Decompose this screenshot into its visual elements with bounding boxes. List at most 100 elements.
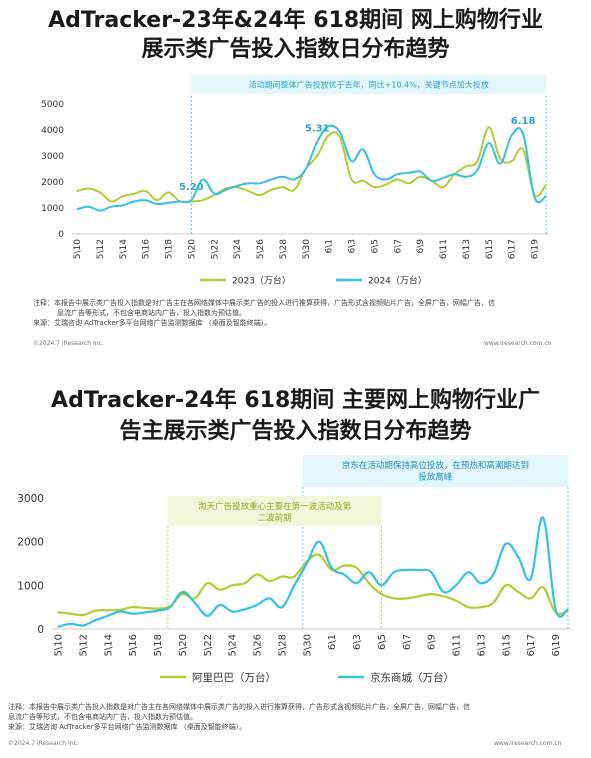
chart2-point	[206, 582, 208, 584]
chart1-y-tick-label: 4000	[41, 126, 64, 136]
chart1-point	[362, 180, 364, 182]
chart2-point	[405, 597, 407, 600]
chart1-point	[419, 176, 421, 178]
chart2-point	[156, 607, 159, 610]
chart2-point	[268, 597, 271, 600]
chart1-point	[442, 177, 444, 179]
chart1-point	[145, 190, 147, 192]
chart2-footer-left: ©2024.7 iResearch Inc.	[8, 740, 79, 747]
chart1-point	[167, 202, 170, 204]
chart1-x-tick-label: 6\5	[370, 239, 380, 253]
chart2-point	[243, 608, 246, 610]
chart2-point	[318, 541, 320, 543]
chart2-series-jd-line	[57, 516, 569, 628]
chart1-point	[385, 184, 387, 186]
chart2-x-tick-label: 6\17	[526, 634, 537, 656]
chart2-point	[331, 567, 333, 569]
chart1-point	[396, 173, 398, 175]
chart2-point	[107, 615, 109, 617]
chart1-point	[522, 148, 524, 151]
chart2-point	[156, 610, 159, 612]
chart2-point	[480, 582, 482, 584]
chart2-callout-green-text: 淘天广告投放重心主要在第一波活动及第二波前期	[198, 501, 352, 523]
chart1-point	[202, 199, 204, 201]
chart2-x-tick-label: 5\20	[178, 634, 189, 656]
chart1-x-tick-label: 5\16	[142, 239, 152, 259]
chart2-x-tick-label: 6\13	[476, 634, 487, 656]
chart1-data-label: 6.18	[511, 116, 536, 127]
chart2-point	[430, 571, 432, 573]
chart2-x-tick-label: 6\11	[452, 634, 463, 656]
chart2-point	[492, 602, 494, 604]
chart1-point	[293, 178, 295, 180]
chart1-x-tick-label: 5\18	[165, 239, 175, 259]
chart2-point	[505, 584, 507, 586]
chart2-point	[194, 602, 196, 604]
chart2-point	[355, 582, 358, 584]
chart2-point	[530, 597, 532, 600]
chart1-point	[442, 186, 444, 188]
chart2-point	[82, 614, 84, 616]
chart1-point	[259, 182, 261, 184]
chart1-point	[282, 186, 284, 188]
chart2-point	[393, 571, 395, 573]
chart2-point	[517, 556, 519, 558]
chart1-x-tick-label: 6\11	[439, 239, 449, 259]
chart1-point	[373, 186, 376, 188]
chart1-title-line1: AdTracker-23年&24年 618期间 网上购物行业	[48, 8, 543, 33]
chart2-point	[368, 582, 370, 584]
chart1-point	[76, 208, 78, 210]
chart2-x-tick-label: 5\22	[203, 634, 214, 656]
chart1-note-line: 来源：艾瑞咨询 AdTracker多平台网络广告监测数据库 （桌面及智能终端）。	[33, 319, 272, 327]
chart2-x-tick-label: 5\14	[103, 634, 114, 656]
chart1-x-tick-label: 5\20	[187, 239, 197, 259]
chart1-point	[488, 126, 490, 128]
chart1-y-tick-label: 2000	[41, 178, 64, 188]
chart2-plot: 京东在活动期保持高位投放，在预热和高潮期达到投放高峰淘天广告投放重心主要在第一波…	[17, 455, 572, 684]
chart1-point	[339, 132, 341, 134]
chart2-point	[219, 604, 221, 606]
chart2-point	[231, 610, 233, 613]
chart1-point	[133, 200, 135, 203]
chart1-point	[225, 189, 227, 191]
chart2-point	[567, 608, 569, 610]
chart1-data-label: 5.31	[305, 124, 330, 135]
chart2-point	[393, 597, 395, 600]
chart2-note-line: 息流广告等形式，不包含电商站内广告，投入指数为预估值。	[8, 713, 197, 721]
chart2-x-tick-label: 5\26	[253, 634, 264, 656]
chart2-point	[517, 591, 519, 593]
chart2-point	[443, 595, 445, 597]
chart1-point	[362, 148, 364, 151]
chart2-point	[281, 606, 283, 608]
chart2-point	[219, 589, 221, 591]
chart1-point	[293, 189, 295, 191]
chart1-point	[76, 190, 78, 192]
chart1-point	[533, 197, 536, 199]
chart1-point	[488, 142, 490, 144]
chart1-point	[305, 168, 307, 170]
chart2-series-alibaba-line	[57, 553, 569, 617]
chart2-point	[107, 609, 109, 611]
chart1-point	[328, 134, 330, 136]
chart1-point	[476, 160, 478, 162]
chart2-x-tick-label: 6\7	[402, 634, 413, 650]
chart2-point	[181, 593, 183, 595]
chart2-x-tick-label: 6\19	[551, 634, 562, 656]
chart1-x-tick-label: 5\22	[210, 239, 220, 259]
chart2-legend-label: 阿里巴巴（万台）	[192, 671, 276, 684]
chart1-x-tick-label: 6\1	[325, 239, 335, 253]
chart1-point	[213, 193, 215, 195]
chart2-point	[119, 610, 121, 613]
chart1-point	[99, 210, 101, 212]
chart2-point	[57, 611, 59, 614]
chart1-point	[270, 189, 273, 191]
chart1-point	[133, 193, 135, 195]
chart2-callout-blue-text-line: 京东在活动期保持高位投放，在预热和高潮期达到	[342, 460, 529, 471]
chart1-point	[522, 133, 524, 135]
chart1-point	[511, 160, 513, 162]
chart2-point	[467, 571, 470, 573]
chart1-point	[316, 141, 318, 143]
chart2-point	[318, 554, 320, 556]
chart2-point	[530, 578, 532, 580]
chart2-note: 注释：本报告中展示类广告投入指数是对广告主在各网络媒体中展示类广告的投入进行推算…	[8, 702, 583, 732]
